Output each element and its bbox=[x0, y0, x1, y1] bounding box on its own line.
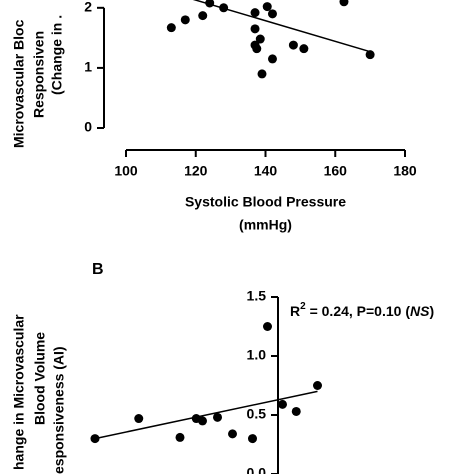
point bbox=[257, 69, 267, 79]
fit-line bbox=[94, 390, 318, 440]
point bbox=[228, 429, 237, 439]
y-tick-label: 1.5 bbox=[247, 288, 267, 304]
y-axis-label: Blood Volume bbox=[32, 332, 48, 425]
fit-line bbox=[192, 0, 371, 53]
point bbox=[252, 44, 262, 54]
point bbox=[263, 322, 272, 331]
annotation-sup: 2 bbox=[300, 301, 306, 312]
y-tick-label: 2 bbox=[84, 0, 92, 15]
y-tick-label: 0.5 bbox=[247, 406, 267, 422]
point bbox=[278, 399, 287, 409]
point bbox=[288, 40, 298, 50]
point bbox=[198, 416, 207, 426]
point bbox=[175, 432, 185, 442]
y-axis-label: Microvascular Bloc bbox=[11, 19, 27, 148]
point bbox=[291, 406, 301, 416]
point bbox=[255, 34, 265, 44]
point bbox=[166, 23, 176, 33]
point bbox=[313, 381, 322, 390]
y-axis-label: hange in Microvascular bbox=[11, 314, 27, 470]
point bbox=[267, 54, 277, 64]
point bbox=[134, 414, 144, 424]
y-tick-label: 1.0 bbox=[247, 347, 267, 363]
y-axis-label: esponsiveness (AI) bbox=[51, 346, 67, 474]
y-axis-label: (Change in . bbox=[49, 15, 65, 95]
point bbox=[267, 9, 277, 19]
annotation-r: R bbox=[290, 303, 300, 319]
x-tick-label: 100 bbox=[114, 163, 138, 179]
x-tick-label: 180 bbox=[393, 163, 417, 179]
point bbox=[205, 0, 215, 8]
y-axis-label: Responsiven bbox=[31, 31, 47, 118]
point bbox=[198, 11, 208, 21]
point bbox=[339, 0, 349, 7]
point bbox=[213, 412, 222, 422]
point bbox=[250, 24, 260, 34]
x-tick-label: 120 bbox=[184, 163, 208, 179]
panel-label: B bbox=[92, 261, 104, 278]
y-tick-label: 1 bbox=[84, 59, 92, 75]
x-axis-label: (mmHg) bbox=[239, 217, 292, 233]
point bbox=[262, 2, 272, 12]
point bbox=[250, 8, 260, 18]
x-axis-label: Systolic Blood Pressure bbox=[185, 194, 346, 210]
y-tick-label: 0.0 bbox=[247, 465, 267, 474]
point bbox=[90, 434, 100, 444]
annotation-italic: NS bbox=[410, 303, 430, 319]
annotation-text: = 0.24, P=0.10 ( bbox=[306, 303, 411, 319]
point bbox=[248, 434, 257, 444]
annotation: R2 = 0.24, P=0.10 (NS) bbox=[290, 301, 434, 319]
point bbox=[299, 44, 309, 54]
y-tick-label: 0 bbox=[84, 119, 92, 135]
point bbox=[365, 50, 375, 60]
point bbox=[219, 3, 229, 13]
x-tick-label: 160 bbox=[324, 163, 348, 179]
annotation-end: ) bbox=[429, 303, 434, 319]
x-tick-label: 140 bbox=[254, 163, 278, 179]
point bbox=[180, 15, 190, 25]
